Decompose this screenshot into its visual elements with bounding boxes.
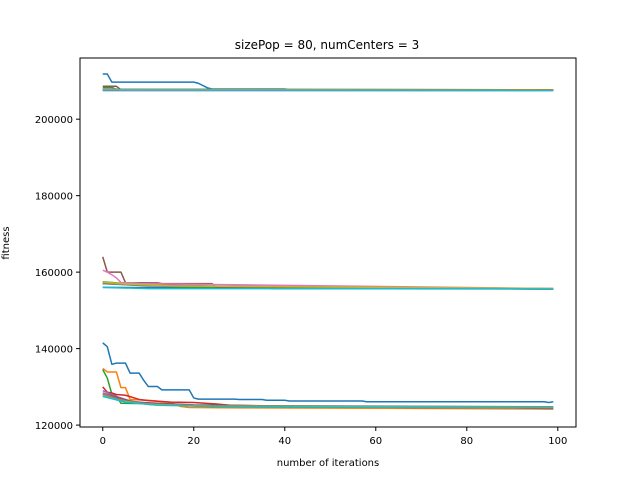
x-axis-label: number of iterations	[277, 458, 379, 469]
y-tick-label: 200000	[35, 115, 73, 126]
x-tick-label: 20	[187, 436, 200, 447]
x-tick-label: 40	[278, 436, 291, 447]
y-axis-label: fitness	[1, 226, 12, 259]
plot-frame	[79, 57, 577, 428]
y-tick-label: 160000	[35, 268, 73, 279]
series-line-30	[102, 395, 554, 409]
x-axis: 0 20 40 60 80 100	[100, 427, 567, 447]
series-line-22	[102, 367, 554, 410]
chart-title: sizePop = 80, numCenters = 3	[235, 38, 419, 52]
series-line-17	[102, 269, 554, 290]
series-line-21	[102, 342, 554, 404]
y-tick-label: 140000	[35, 345, 73, 356]
y-tick-label: 180000	[35, 192, 73, 203]
series-line-20	[102, 286, 554, 290]
plot-lines	[102, 73, 554, 410]
x-tick-label: 0	[100, 436, 106, 447]
x-tick-label: 100	[548, 436, 567, 447]
series-line-19	[102, 281, 554, 290]
x-tick-label: 60	[369, 436, 382, 447]
y-tick-label: 120000	[35, 421, 73, 432]
series-line-1	[102, 73, 554, 91]
x-tick-label: 80	[460, 436, 473, 447]
y-axis: 120000 140000 160000 180000 200000	[35, 115, 80, 432]
